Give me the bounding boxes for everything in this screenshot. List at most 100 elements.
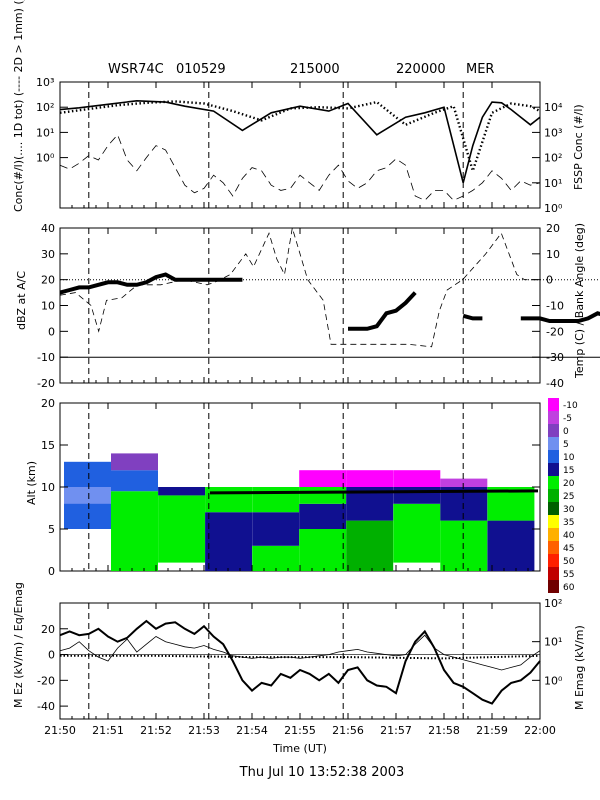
- reflectivity-cell: [111, 470, 158, 492]
- panel-radar-plot: [59, 403, 541, 571]
- reflectivity-cell: [252, 512, 300, 546]
- colorbar-label: 35: [563, 518, 574, 528]
- series-dotted: [59, 100, 541, 175]
- reflectivity-cell: [252, 487, 300, 513]
- reflectivity-cell: [346, 470, 394, 487]
- colorbar-swatch: [548, 528, 559, 541]
- colorbar-label: 50: [563, 557, 575, 567]
- y-tick-label-right: 10¹: [544, 177, 562, 190]
- y-tick-label: 10: [41, 481, 55, 494]
- colorbar-label: 5: [563, 440, 569, 450]
- panel-concentration-left-ticks: 10³ 10² 10¹ 10⁰: [36, 76, 68, 165]
- series-thick-step: [348, 291, 417, 331]
- colorbar: -10 -5 0 5 10 15 20 25 30 35 40 45 50 55 60: [548, 398, 578, 593]
- panel-radar-y-ticks: 0 5 10 15 20: [41, 397, 540, 578]
- series-thick-step: [59, 272, 243, 295]
- reflectivity-cell: [299, 529, 347, 571]
- colorbar-label: 0: [563, 427, 569, 437]
- panel-concentration-right-label: FSSP Conc (#/l): [572, 104, 585, 190]
- panel-efield-left-ticks: -40 -20 0 20: [37, 623, 68, 713]
- panel-reflectivity: -20 -10 0 10 20 30 40 -40 -30 -20 -10 0 10 20 dBZ at…: [15, 222, 600, 390]
- y-tick-label: 15: [41, 439, 55, 452]
- x-tick-label: 22:00: [524, 724, 556, 737]
- series-thick: [59, 619, 541, 705]
- reflectivity-cell: [393, 470, 441, 487]
- x-tick-label: 21:57: [380, 724, 412, 737]
- series-thin: [59, 634, 541, 671]
- x-tick-label: 21:54: [236, 724, 268, 737]
- reflectivity-cell: [111, 491, 158, 571]
- series-dashed-long: [59, 134, 541, 201]
- colorbar-label: 20: [563, 479, 575, 489]
- colorbar-swatch: [548, 398, 559, 411]
- x-tick-label: 21:59: [476, 724, 508, 737]
- colorbar-label: -5: [563, 414, 572, 424]
- x-axis-label: Time (UT): [272, 742, 327, 755]
- panel-reflectivity-right-ticks: -40 -30 -20 -10 0 10 20: [532, 222, 564, 390]
- panel-reflectivity-right-label: Temp (C) / Bank Angle (deg): [573, 223, 586, 379]
- reflectivity-cell: [205, 512, 253, 571]
- y-tick-label-right: 10³: [544, 126, 562, 139]
- colorbar-swatch: [548, 437, 559, 450]
- y-tick-label: -20: [37, 377, 55, 390]
- y-tick-label: -20: [37, 674, 55, 687]
- y-tick-label: 30: [41, 248, 55, 261]
- y-tick-label: 40: [41, 222, 55, 235]
- y-tick-label-right: 10¹: [544, 636, 562, 649]
- x-tick-label: 21:52: [140, 724, 172, 737]
- series-dotted: [60, 654, 541, 660]
- y-tick-label-right: 10: [546, 248, 560, 261]
- series-thick-step: [520, 311, 600, 323]
- reflectivity-cell: [393, 503, 441, 563]
- y-tick-label: -40: [37, 700, 55, 713]
- y-tick-label: 20: [41, 623, 55, 636]
- y-tick-label: 0: [48, 649, 55, 662]
- panel-reflectivity-left-label: dBZ at A/C: [15, 271, 28, 330]
- reflectivity-cell: [158, 495, 206, 563]
- reflectivity-cell: [252, 545, 300, 571]
- x-tick-label: 21:50: [44, 724, 76, 737]
- x-tick-label: 21:53: [188, 724, 220, 737]
- colorbar-swatch: [548, 554, 559, 567]
- panel-efield-left-label: M Ez (kV/m) / Eq/Emag: [12, 582, 25, 708]
- y-tick-label: 10²: [36, 101, 54, 114]
- y-tick-label: 5: [48, 523, 55, 536]
- reflectivity-cell: [393, 487, 441, 504]
- y-tick-label: 10³: [36, 76, 54, 89]
- colorbar-label: 60: [563, 583, 575, 593]
- bank-angle-trace: [59, 227, 540, 348]
- x-tick-label: 21:55: [284, 724, 316, 737]
- colorbar-label: 15: [563, 466, 574, 476]
- colorbar-swatch: [548, 489, 559, 502]
- panel-concentration-left-label: Conc(#/l)(.... 1D tot) (---- 2D > 1mm) (…: [12, 0, 25, 212]
- y-tick-label: -10: [37, 351, 55, 364]
- panel-reflectivity-left-ticks: -20 -10 0 10 20 30 40: [37, 222, 68, 390]
- y-tick-label-right: 10⁴: [544, 101, 563, 114]
- colorbar-swatch: [548, 463, 559, 476]
- panel-efield: -40 -20 0 20 10² 10¹ 10⁰ 21:50 21:51 21:52 21:53…: [12, 582, 586, 755]
- colorbar-swatch: [548, 567, 559, 580]
- header-radar: WSR74C: [108, 62, 164, 77]
- panel-concentration-right-ticks: 10⁴ 10³ 10² 10¹ 10⁰: [532, 101, 563, 215]
- colorbar-label: 25: [563, 492, 574, 502]
- series-thick-step: [462, 313, 483, 321]
- x-tick-label: 21:56: [332, 724, 364, 737]
- panel-efield-right-label: M Emag (kV/m): [573, 625, 586, 710]
- figure-header: WSR74C 010529 215000 220000 MER: [108, 62, 494, 77]
- y-tick-label-right: -20: [546, 325, 564, 338]
- header-site: MER: [466, 62, 494, 77]
- reflectivity-cell: [158, 487, 206, 496]
- y-tick-label-right: 10²: [544, 152, 562, 165]
- panel-efield-right-ticks: 10² 10¹ 10⁰: [532, 597, 563, 687]
- footer-timestamp: Thu Jul 10 13:52:38 2003: [239, 765, 405, 780]
- y-tick-label: 20: [41, 274, 55, 287]
- colorbar-swatch: [548, 411, 559, 424]
- y-tick-label-right: 10⁰: [544, 202, 563, 215]
- x-tick-label: 21:51: [92, 724, 124, 737]
- y-tick-label-right: 10²: [544, 597, 562, 610]
- colorbar-swatch: [548, 476, 559, 489]
- y-tick-label: 20: [41, 397, 55, 410]
- reflectivity-cell: [487, 520, 535, 571]
- series-solid-thick: [59, 99, 541, 183]
